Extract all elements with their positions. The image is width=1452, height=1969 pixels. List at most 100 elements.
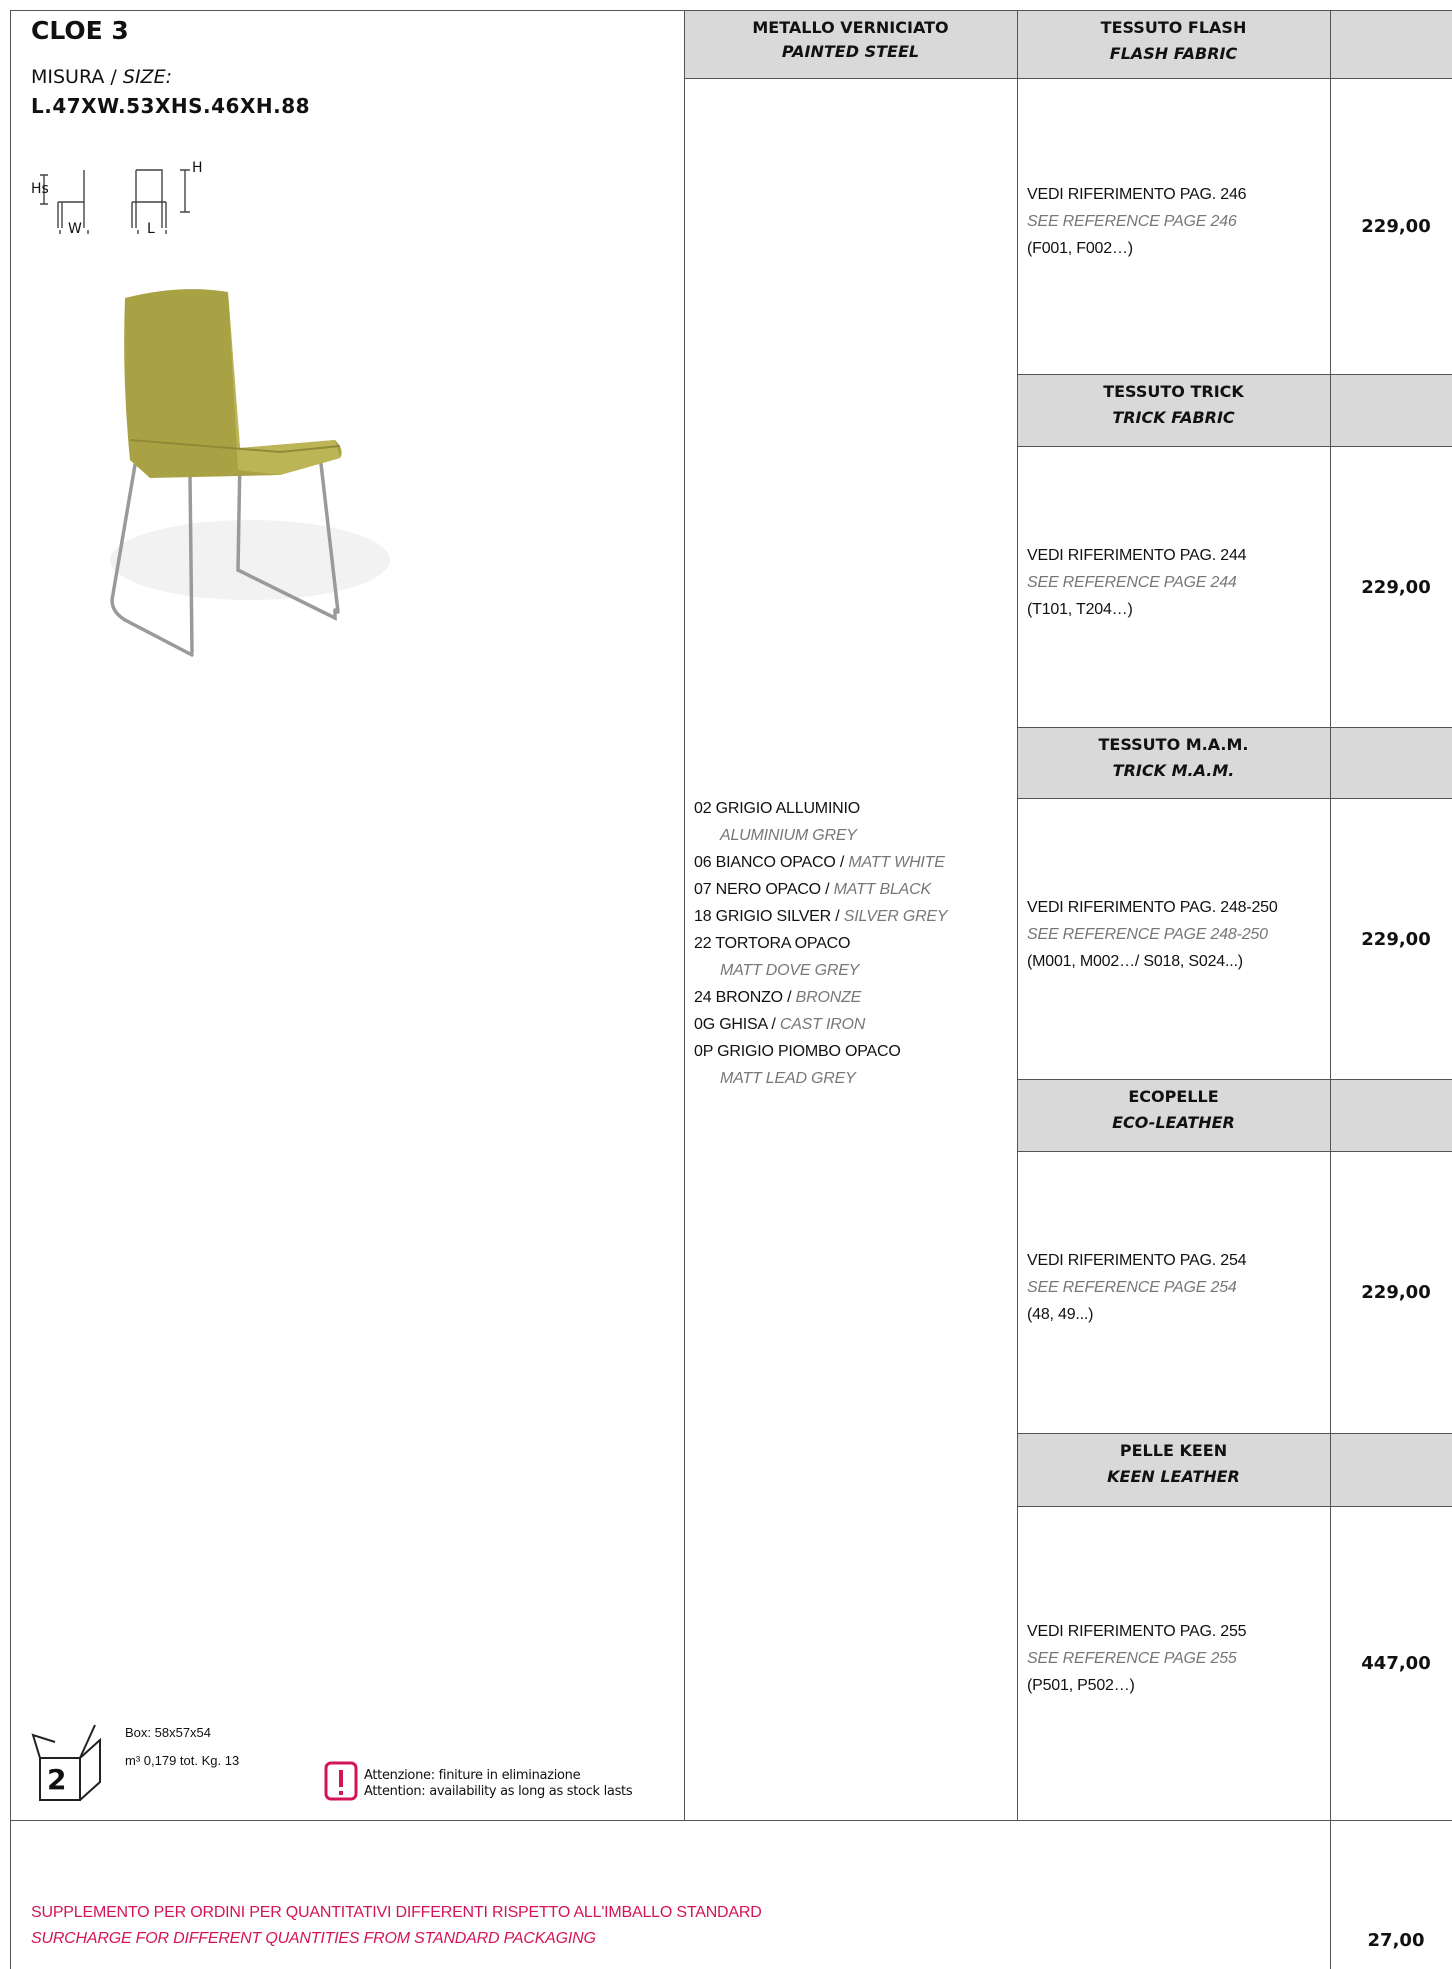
fabric-codes: (48, 49...): [1027, 1306, 1094, 1323]
finish-it: 22 TORTORA OPACO: [694, 935, 851, 952]
size-label: MISURA / SIZE:: [31, 66, 172, 88]
size-label-en: SIZE:: [122, 66, 172, 88]
diagram-label: Hs: [31, 181, 49, 197]
surcharge-it: SUPPLEMENTO PER ORDINI PER QUANTITATIVI …: [31, 1904, 762, 1921]
finish-it: 24 BRONZO /: [694, 989, 792, 1006]
price: 229,00: [1361, 576, 1431, 598]
finish: MATT DOVE GREY: [720, 962, 859, 980]
fabric-codes: (M001, M002…/ S018, S024...): [1027, 952, 1243, 970]
fabric-ref-it: VEDI RIFERIMENTO PAG. 244: [1027, 546, 1247, 564]
finish-en: SILVER GREY: [843, 908, 948, 925]
finish: 22 TORTORA OPACO: [694, 935, 850, 953]
finish-en: MATT WHITE: [848, 854, 945, 871]
finish-en: MATT BLACK: [833, 881, 931, 898]
frame-header-it: METALLO VERNICIATO: [752, 18, 949, 37]
border: [1017, 798, 1452, 799]
fabric-ref-en: SEE REFERENCE PAGE 255: [1027, 1650, 1237, 1667]
box-count: 2: [47, 1763, 67, 1796]
fabric-title-en: KEEN LEATHER: [1107, 1467, 1240, 1486]
fabric-codes: (F001, F002…): [1027, 240, 1133, 257]
fabric-ref-en: SEE REFERENCE PAGE 248-250: [1027, 925, 1268, 943]
fabric-title-en: TRICK FABRIC: [1112, 408, 1235, 427]
border: [10, 10, 1452, 11]
finish: 02 GRIGIO ALLUMINIO: [694, 800, 860, 818]
finish-en: BRONZE: [795, 989, 862, 1006]
warning-it: Attenzione: finiture in eliminazione: [364, 1768, 581, 1783]
fabric-ref-it: VEDI RIFERIMENTO PAG. 248-250: [1027, 898, 1278, 916]
finish-en: ALUMINIUM GREY: [720, 827, 857, 844]
box-volume: m³ 0,179 tot. Kg. 13: [125, 1753, 240, 1768]
finish: 06 BIANCO OPACO / MATT WHITE: [694, 854, 945, 872]
finish-it: 18 GRIGIO SILVER /: [694, 908, 840, 925]
border: [10, 1820, 1452, 1821]
dimension-diagram: [40, 169, 190, 234]
fabric-title-it: TESSUTO TRICK: [1103, 382, 1244, 401]
finish: 0G GHISA / CAST IRON: [694, 1016, 865, 1034]
price: 229,00: [1361, 1282, 1431, 1303]
border: [1017, 1433, 1452, 1434]
fabric-ref-en: SEE REFERENCE PAGE 244: [1027, 573, 1237, 591]
diagram-label: L: [147, 221, 155, 237]
fabric-title-en: ECO-LEATHER: [1112, 1113, 1235, 1132]
price: 27,00: [1367, 1930, 1425, 1951]
box-icon: [31, 1724, 101, 1801]
finish: 18 GRIGIO SILVER / SILVER GREY: [694, 908, 948, 926]
fabric-title-it: TESSUTO M.A.M.: [1098, 735, 1249, 754]
finish-en: MATT DOVE GREY: [720, 962, 860, 979]
finish: ALUMINIUM GREY: [720, 827, 857, 845]
header-bg: [1017, 1079, 1452, 1151]
finish: 0P GRIGIO PIOMBO OPACO: [694, 1043, 901, 1061]
border: [1017, 374, 1452, 375]
chair-image: [110, 289, 390, 657]
product-name: CLOE 3: [31, 16, 129, 45]
border: [684, 78, 1452, 79]
finish-en: CAST IRON: [779, 1016, 866, 1033]
fabric-codes: (T101, T204…): [1027, 600, 1133, 618]
finish: MATT LEAD GREY: [720, 1070, 856, 1088]
fabric-ref-it: VEDI RIFERIMENTO PAG. 255: [1027, 1623, 1247, 1640]
finish-it: 07 NERO OPACO /: [694, 881, 830, 898]
border: [1017, 1506, 1452, 1507]
price: 229,00: [1361, 216, 1431, 237]
fabric-ref-it: VEDI RIFERIMENTO PAG. 246: [1027, 186, 1247, 203]
header-bg: [684, 10, 1452, 78]
finish-it: 02 GRIGIO ALLUMINIO: [694, 800, 861, 817]
finish: 07 NERO OPACO / MATT BLACK: [694, 881, 931, 899]
finish-it: 06 BIANCO OPACO /: [694, 854, 845, 871]
fabric-title-en: TRICK M.A.M.: [1112, 761, 1235, 780]
fabric-ref-it: VEDI RIFERIMENTO PAG. 254: [1027, 1252, 1247, 1269]
fabric-title-it: ECOPELLE: [1128, 1087, 1219, 1106]
fabric-title-it: TESSUTO FLASH: [1100, 18, 1247, 37]
fabric-title-it: PELLE KEEN: [1119, 1441, 1228, 1460]
finish-it: 0P GRIGIO PIOMBO OPACO: [694, 1043, 901, 1060]
size-label-it: MISURA /: [31, 66, 117, 88]
diagram-label: H: [192, 160, 203, 176]
border: [1017, 1079, 1452, 1080]
warning-en: Attention: availability as long as stock…: [364, 1784, 633, 1799]
border: [1330, 10, 1331, 1969]
border: [1017, 10, 1018, 1820]
box-size: Box: 58x57x54: [125, 1725, 212, 1740]
header-bg: [1017, 1433, 1452, 1506]
header-bg: [1017, 374, 1452, 446]
header-bg: [1017, 727, 1452, 798]
fabric-ref-en: SEE REFERENCE PAGE 254: [1027, 1279, 1237, 1296]
diagram-label: W: [68, 221, 82, 237]
fabric-codes: (P501, P502…): [1027, 1677, 1135, 1694]
fabric-title-en: FLASH FABRIC: [1109, 44, 1238, 63]
surcharge-en: SURCHARGE FOR DIFFERENT QUANTITIES FROM …: [31, 1930, 596, 1947]
border: [1017, 1151, 1452, 1152]
border: [1017, 727, 1452, 728]
border: [684, 10, 685, 1820]
fabric-ref-en: SEE REFERENCE PAGE 246: [1027, 213, 1237, 230]
border: [1017, 446, 1452, 447]
finish: 24 BRONZO / BRONZE: [694, 989, 861, 1007]
finish-en: MATT LEAD GREY: [720, 1070, 856, 1087]
dimensions: L.47XW.53XHS.46XH.88: [31, 94, 311, 118]
price: 229,00: [1361, 928, 1431, 950]
frame-header-en: PAINTED STEEL: [781, 42, 920, 61]
price: 447,00: [1361, 1653, 1431, 1674]
finish-it: 0G GHISA /: [694, 1016, 776, 1033]
